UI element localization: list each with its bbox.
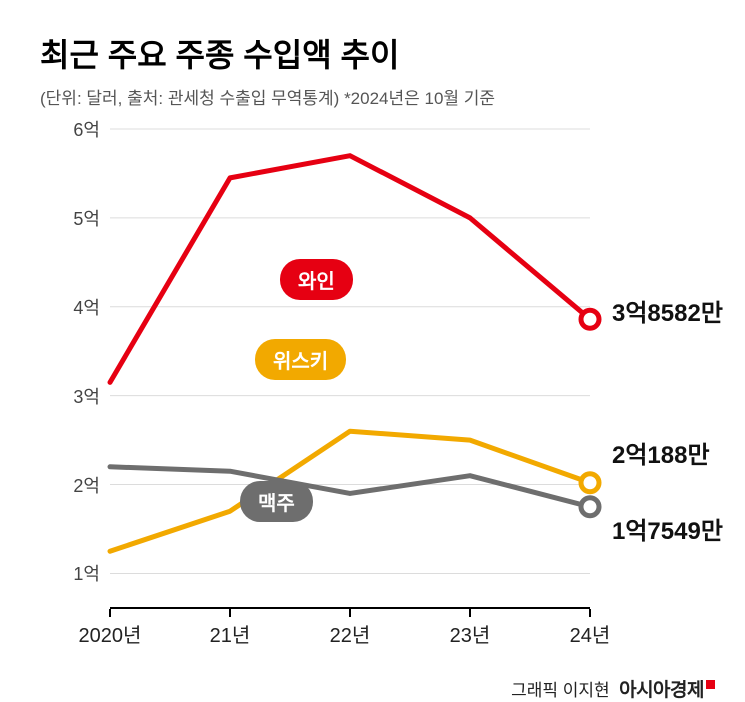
y-axis-label: 4억 [73,294,100,320]
chart-container: 1억2억3억4억5억6억2020년21년22년23년24년와인위스키맥주3억85… [40,129,720,629]
credit-line: 그래픽 이지현 아시아경제 [40,675,725,702]
credit-artist: 이지현 [563,681,610,700]
brand-dot-icon [706,680,715,689]
end-marker-beer [581,498,599,516]
end-label-whisky: 2억188만 [612,435,710,470]
y-axis-label: 3억 [73,383,100,409]
y-axis-label: 2억 [73,472,100,498]
end-label-wine: 3억8582만 [612,293,723,328]
x-axis-label: 2020년 [79,619,142,641]
end-label-beer: 1억7549만 [612,511,723,546]
plot-svg [110,129,590,609]
chart-title: 최근 주요 주종 수입액 추이 [40,30,725,76]
y-axis-label: 1억 [73,560,100,586]
x-axis-label: 22년 [330,619,371,641]
end-marker-wine [581,310,599,328]
y-axis-label: 6억 [73,116,100,142]
credit-artist-prefix: 그래픽 [511,681,563,700]
series-badge-beer: 맥주 [240,481,313,522]
series-line-beer [110,467,590,507]
plot-area [110,129,590,609]
x-axis-label: 23년 [450,619,491,641]
series-badge-whisky: 위스키 [255,339,346,380]
series-badge-wine: 와인 [280,259,353,300]
end-marker-whisky [581,474,599,492]
chart-subtitle: (단위: 달러, 출처: 관세청 수출입 무역통계) *2024년은 10월 기… [40,84,725,109]
y-axis-label: 5억 [73,205,100,231]
x-axis-label: 21년 [210,619,251,641]
x-axis-baseline [110,607,590,609]
credit-brand: 아시아경제 [619,680,704,701]
x-axis-label: 24년 [570,619,611,641]
